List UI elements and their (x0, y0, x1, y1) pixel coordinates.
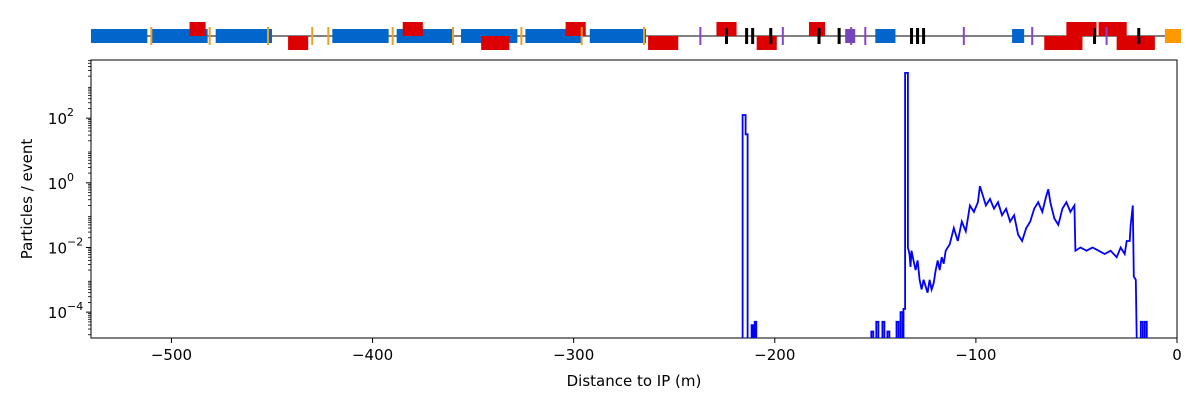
dipole-magnet (332, 29, 389, 43)
collimator (916, 28, 920, 44)
collimator (751, 28, 755, 44)
beamline-marker (311, 27, 314, 45)
quadrupole-magnet (648, 36, 679, 50)
beamline-marker (699, 27, 702, 45)
series-group (741, 72, 1148, 338)
y-tick-exponent: −4 (67, 300, 83, 313)
collimator (745, 28, 749, 44)
beamline-marker (327, 27, 330, 45)
collimator (725, 28, 729, 44)
beamline-marker (781, 27, 784, 45)
beamline-marker (864, 27, 867, 45)
collimator (817, 28, 821, 44)
beamline-marker (580, 27, 583, 45)
dipole-magnet (875, 29, 896, 43)
beamline-marker (643, 27, 646, 45)
quadrupole-magnet (1098, 22, 1127, 36)
beamline-marker (520, 27, 523, 45)
quadrupole-magnet (189, 22, 206, 36)
beamline-block (845, 29, 856, 43)
x-tick-label: −100 (955, 346, 996, 364)
beamline-marker (1031, 27, 1034, 45)
beamline-marker (1105, 27, 1108, 45)
beamline-block (1164, 29, 1182, 43)
beamline-marker (391, 27, 394, 45)
collimator (1093, 28, 1097, 44)
quadrupole-magnet (481, 36, 510, 50)
y-tick-exponent: 0 (67, 171, 74, 184)
x-tick-label: −200 (754, 346, 795, 364)
quadrupole-magnet (1066, 22, 1097, 36)
y-tick-exponent: 2 (67, 106, 74, 119)
quadrupole-magnet (288, 36, 309, 50)
x-tick-label: −500 (151, 346, 192, 364)
plot-frame (90, 59, 1178, 339)
beamline-layout (91, 22, 1182, 50)
x-tick-label: −400 (352, 346, 393, 364)
collimator (910, 28, 914, 44)
collimator (1137, 28, 1141, 44)
series-line (741, 72, 1148, 338)
x-axis-label: Distance to IP (m) (567, 372, 702, 390)
y-tick-exponent: −2 (67, 235, 83, 248)
dipole-magnet (215, 29, 272, 43)
x-tick-label: 0 (1172, 346, 1182, 364)
collimator (769, 28, 773, 44)
collimator (837, 28, 841, 44)
dipole-magnet (589, 29, 647, 43)
y-tick-label: 10 (48, 175, 67, 193)
y-tick-label: 10 (48, 239, 67, 257)
quadrupole-magnet (808, 22, 826, 36)
quadrupole-magnet (756, 36, 777, 50)
quadrupole-magnet (565, 22, 586, 36)
y-axis-label: Particles / event (18, 139, 36, 260)
beamline-marker (150, 27, 153, 45)
beamline-marker (208, 27, 211, 45)
y-tick-label: 10 (48, 304, 67, 322)
y-tick-label: 10 (48, 110, 67, 128)
quadrupole-magnet (1044, 36, 1083, 50)
beamline-marker (452, 27, 454, 45)
x-tick-label: −300 (553, 346, 594, 364)
beamline-marker (266, 27, 269, 45)
quadrupole-magnet (1116, 36, 1155, 50)
x-axis: −500 −400 −300 −200 −100 0 (151, 338, 1182, 364)
dipole-magnet (1012, 29, 1025, 43)
beamline-marker (962, 27, 965, 45)
collimator (922, 28, 926, 44)
quadrupole-magnet (402, 22, 423, 36)
dipole-magnet (91, 29, 148, 43)
